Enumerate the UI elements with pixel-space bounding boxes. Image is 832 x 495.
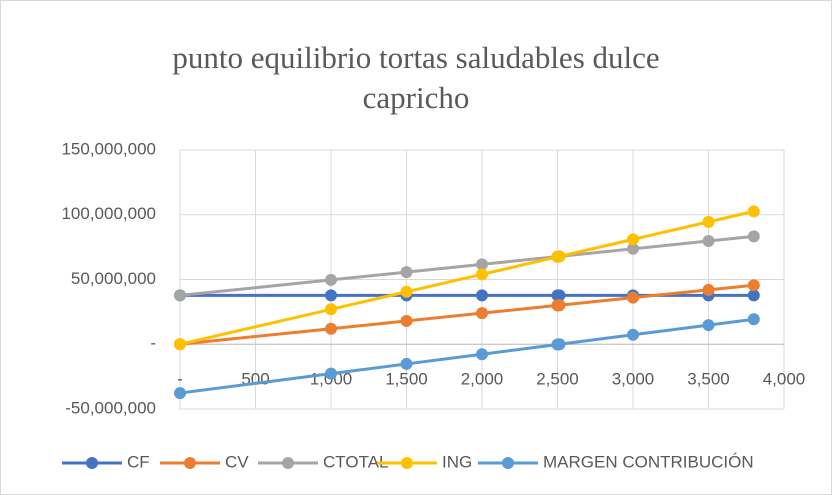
x-tick-label: 3,500: [687, 370, 730, 389]
point: [627, 328, 639, 341]
point: [325, 273, 337, 286]
point: [325, 289, 337, 302]
point: [747, 289, 760, 302]
point: [747, 205, 760, 218]
point: [702, 215, 715, 228]
legend-label: ING: [442, 452, 472, 471]
point: [325, 322, 337, 335]
x-tick-label: 2,000: [461, 370, 504, 389]
point: [627, 233, 639, 246]
point: [174, 289, 186, 302]
legend-marker: [184, 457, 196, 469]
point: [702, 319, 715, 332]
chart-title: punto equilibrio tortas saludables dulce…: [172, 40, 660, 115]
point: [747, 313, 760, 326]
point: [553, 338, 566, 351]
point: [553, 250, 566, 263]
legend-label: CV: [225, 452, 249, 471]
point: [174, 338, 186, 351]
point: [476, 289, 488, 302]
point: [400, 285, 413, 298]
point: [476, 258, 488, 271]
y-tick-label: 150,000,000: [61, 139, 156, 158]
point: [627, 242, 639, 255]
legend-label: CF: [127, 452, 150, 471]
point: [400, 314, 413, 327]
legend-marker: [86, 457, 98, 469]
legend-marker: [282, 457, 294, 469]
x-tick-label: 4,000: [763, 370, 806, 389]
point: [702, 283, 715, 296]
x-tick-label: -: [177, 370, 183, 389]
point: [627, 291, 639, 304]
point: [325, 303, 337, 316]
y-tick-label: -: [150, 334, 156, 353]
point: [476, 348, 488, 361]
point: [400, 266, 413, 279]
legend-label: MARGEN CONTRIBUCIÓN: [543, 452, 754, 471]
y-tick-label: 50,000,000: [71, 269, 156, 288]
y-tick-label: 100,000,000: [61, 204, 156, 223]
point: [400, 357, 413, 370]
legend-label: CTOTAL: [323, 452, 389, 471]
x-tick-label: 1,500: [385, 370, 428, 389]
x-tick-label: 3,000: [612, 370, 655, 389]
y-tick-label: -50,000,000: [65, 398, 156, 417]
point: [747, 279, 760, 292]
legend-marker: [401, 457, 413, 469]
x-tick-label: 2,500: [536, 370, 579, 389]
legend-marker: [502, 457, 514, 469]
point: [174, 387, 186, 400]
point: [747, 230, 760, 243]
point: [553, 299, 566, 312]
point: [702, 235, 715, 248]
point: [476, 268, 488, 281]
point: [325, 367, 337, 380]
point: [476, 307, 488, 320]
point: [553, 289, 566, 302]
